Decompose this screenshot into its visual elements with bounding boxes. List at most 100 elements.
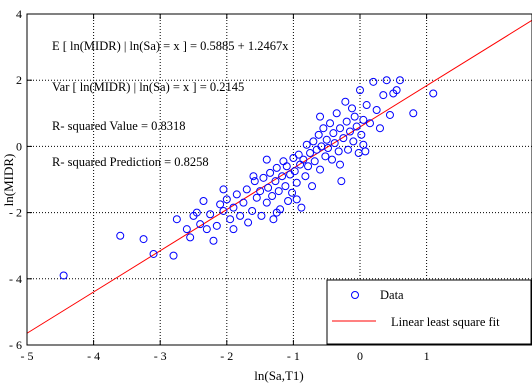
data-point <box>301 172 310 181</box>
data-point <box>336 160 345 169</box>
y-tick-label: - 4 <box>9 272 22 286</box>
y-tick-label: 0 <box>16 139 22 153</box>
data-point <box>302 140 311 149</box>
data-point <box>219 185 228 194</box>
data-point <box>334 147 343 156</box>
data-point <box>319 124 328 133</box>
data-point <box>357 130 366 139</box>
x-tick-labels: - 5 - 4 - 3 - 2 - 1 0 1 <box>21 349 430 363</box>
data-point <box>379 91 388 100</box>
legend-fit-label: Linear least square fit <box>391 315 500 329</box>
data-point <box>365 119 374 128</box>
data-point <box>182 225 191 234</box>
data-point <box>206 210 215 219</box>
y-tick-label: 2 <box>16 73 22 87</box>
y-tick-labels: 4 2 0 - 2 - 4 - 6 <box>9 7 22 352</box>
data-point <box>222 195 231 204</box>
data-point <box>271 177 280 186</box>
data-point <box>342 117 351 126</box>
x-tick-label: - 3 <box>154 349 167 363</box>
data-point <box>429 89 438 98</box>
data-point <box>169 251 178 260</box>
data-point <box>356 86 364 95</box>
data-point <box>314 130 323 139</box>
data-point <box>284 197 293 206</box>
plot-frame <box>26 13 532 346</box>
data-point <box>279 157 288 166</box>
data-point <box>248 206 257 215</box>
data-point <box>244 218 253 227</box>
data-point <box>346 127 355 136</box>
data-point <box>375 124 384 133</box>
data-point <box>310 157 319 166</box>
data-point <box>272 163 281 172</box>
data-point <box>337 177 346 186</box>
fit-line-group <box>26 19 532 334</box>
data-point <box>316 165 325 174</box>
data-point <box>281 182 290 191</box>
legend-data-marker <box>351 291 359 299</box>
data-point <box>292 195 301 204</box>
x-tick-label: - 2 <box>220 349 233 363</box>
data-point <box>362 101 371 110</box>
y-tick-label: 4 <box>16 7 22 21</box>
annotation-r-squared-prediction: R- squared Prediction = 0.8258 <box>52 155 209 169</box>
data-point <box>348 104 357 113</box>
data-point <box>282 162 291 171</box>
data-point <box>288 188 297 197</box>
y-tick-label: - 6 <box>9 338 22 352</box>
data-point <box>199 197 208 206</box>
data-point <box>239 198 248 207</box>
data-point <box>409 109 418 118</box>
data-point <box>202 225 211 234</box>
data-point <box>116 231 125 240</box>
data-point <box>242 185 251 194</box>
legend: Data Linear least square fit <box>326 279 532 345</box>
data-point <box>329 129 338 138</box>
data-point <box>324 144 333 153</box>
data-point <box>268 192 277 201</box>
data-point <box>212 221 221 230</box>
x-axis-label: ln(Sa,T1) <box>254 368 303 383</box>
data-point <box>297 203 306 212</box>
data-point <box>278 172 287 181</box>
data-point <box>306 149 315 158</box>
data-point <box>259 173 268 182</box>
data-point <box>257 211 266 220</box>
data-point <box>359 115 368 124</box>
data-point <box>344 145 353 154</box>
data-point <box>316 112 325 121</box>
data-point <box>294 150 303 159</box>
annotation-variance: Var [ ln(MIDR) | ln(Sa) = x ] = 0.2145 <box>52 80 244 94</box>
data-point <box>290 167 299 176</box>
x-tick-label: 0 <box>357 349 363 363</box>
data-point <box>229 203 238 212</box>
data-point <box>332 109 341 118</box>
fit-line <box>26 19 532 334</box>
annotations: E [ ln(MIDR) | ln(Sa) = x ] = 0.5885 + 1… <box>52 39 289 169</box>
data-point <box>250 177 259 186</box>
data-point <box>309 137 318 146</box>
legend-box <box>326 279 532 345</box>
data-point <box>262 198 271 207</box>
x-tick-label: - 1 <box>287 349 300 363</box>
data-point <box>369 77 378 86</box>
annotation-equation: E [ ln(MIDR) | ln(Sa) = x ] = 0.5885 + 1… <box>52 39 289 53</box>
data-point <box>339 134 348 143</box>
data-point <box>219 206 228 215</box>
data-point <box>264 183 273 192</box>
data-point <box>322 135 331 144</box>
data-point <box>299 155 308 164</box>
data-point <box>336 124 345 133</box>
y-axis-label: ln(MIDR) <box>1 154 16 207</box>
data-point <box>249 172 258 181</box>
data-points <box>59 76 438 280</box>
data-point <box>354 149 363 158</box>
data-point <box>372 105 381 114</box>
data-point <box>256 187 265 196</box>
x-tick-label: 1 <box>424 349 430 363</box>
data-point <box>186 233 195 242</box>
data-point <box>392 86 401 95</box>
data-point <box>349 137 358 146</box>
